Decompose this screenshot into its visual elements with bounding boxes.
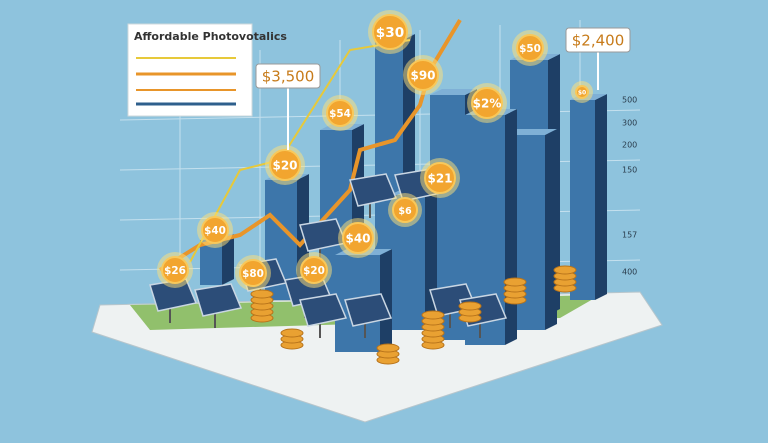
coin-stack (503, 277, 527, 287)
coin-label: $50 (519, 43, 541, 55)
bar-top (430, 89, 477, 95)
coin (342, 222, 374, 254)
coin-label: $30 (376, 25, 404, 41)
callout-box (565, 27, 631, 53)
coin-stack (458, 301, 482, 311)
coin-label: $40 (204, 225, 226, 237)
axis-label: 150 (622, 166, 637, 175)
bar-side (505, 109, 517, 345)
coin-label: $90 (410, 69, 435, 83)
axis-label: 300 (622, 119, 637, 128)
callout-text: $3,500 (262, 68, 315, 86)
axis-label: 500 (622, 96, 637, 105)
coin (239, 259, 267, 287)
bar-side (380, 249, 392, 352)
solar-panel (194, 283, 243, 317)
coin-label: $54 (329, 108, 351, 120)
bar-side (222, 234, 234, 285)
coin (575, 85, 589, 99)
legend-title: Affordable Photovotalics (134, 30, 287, 43)
legend: Affordable Photovotalics (127, 23, 287, 117)
coin-stack (421, 310, 445, 320)
coin-label: $20 (303, 265, 325, 277)
coin (424, 162, 456, 194)
coins: $30 $50 $90 $2% $54 $20 $21 $6 $40 $40 $26 $80 $20 $0 (157, 10, 593, 291)
coin-label: $21 (427, 172, 452, 186)
coin (372, 14, 408, 50)
coin (201, 216, 229, 244)
coin-label: $6 (398, 206, 412, 217)
callout-box (255, 63, 321, 89)
coin-label: $20 (272, 159, 297, 173)
coin-stack (250, 289, 274, 299)
legend-box (127, 23, 253, 117)
coin (300, 256, 328, 284)
coin (269, 149, 301, 181)
callout: $2,400 (565, 27, 631, 90)
coin (516, 34, 544, 62)
axis-labels: 500 300 200 150 157 400 (622, 96, 637, 277)
bar-side (545, 129, 557, 330)
bar-side (595, 94, 607, 300)
coin-label: $80 (242, 268, 264, 280)
solar-panel (344, 293, 393, 327)
bar-top (505, 129, 557, 135)
axis-label: 157 (622, 231, 637, 240)
axis-label: 200 (622, 141, 637, 150)
coin-stack (280, 328, 304, 338)
coin-stack (553, 265, 577, 275)
coin (326, 99, 354, 127)
coin-label: $40 (345, 232, 370, 246)
callout-text: $2,400 (572, 32, 625, 50)
solar-panel (299, 293, 348, 327)
bar-front (570, 100, 595, 300)
coin (392, 197, 418, 223)
coin (407, 59, 439, 91)
bar-front (200, 240, 222, 285)
coin (161, 256, 189, 284)
coin (471, 87, 503, 119)
coin-label: $0 (578, 90, 586, 97)
coin-label: $2% (473, 97, 502, 111)
coin-stack (376, 343, 400, 353)
axis-label: 400 (622, 268, 637, 277)
callout: $3,500 (255, 63, 321, 150)
coin-label: $26 (164, 265, 186, 277)
